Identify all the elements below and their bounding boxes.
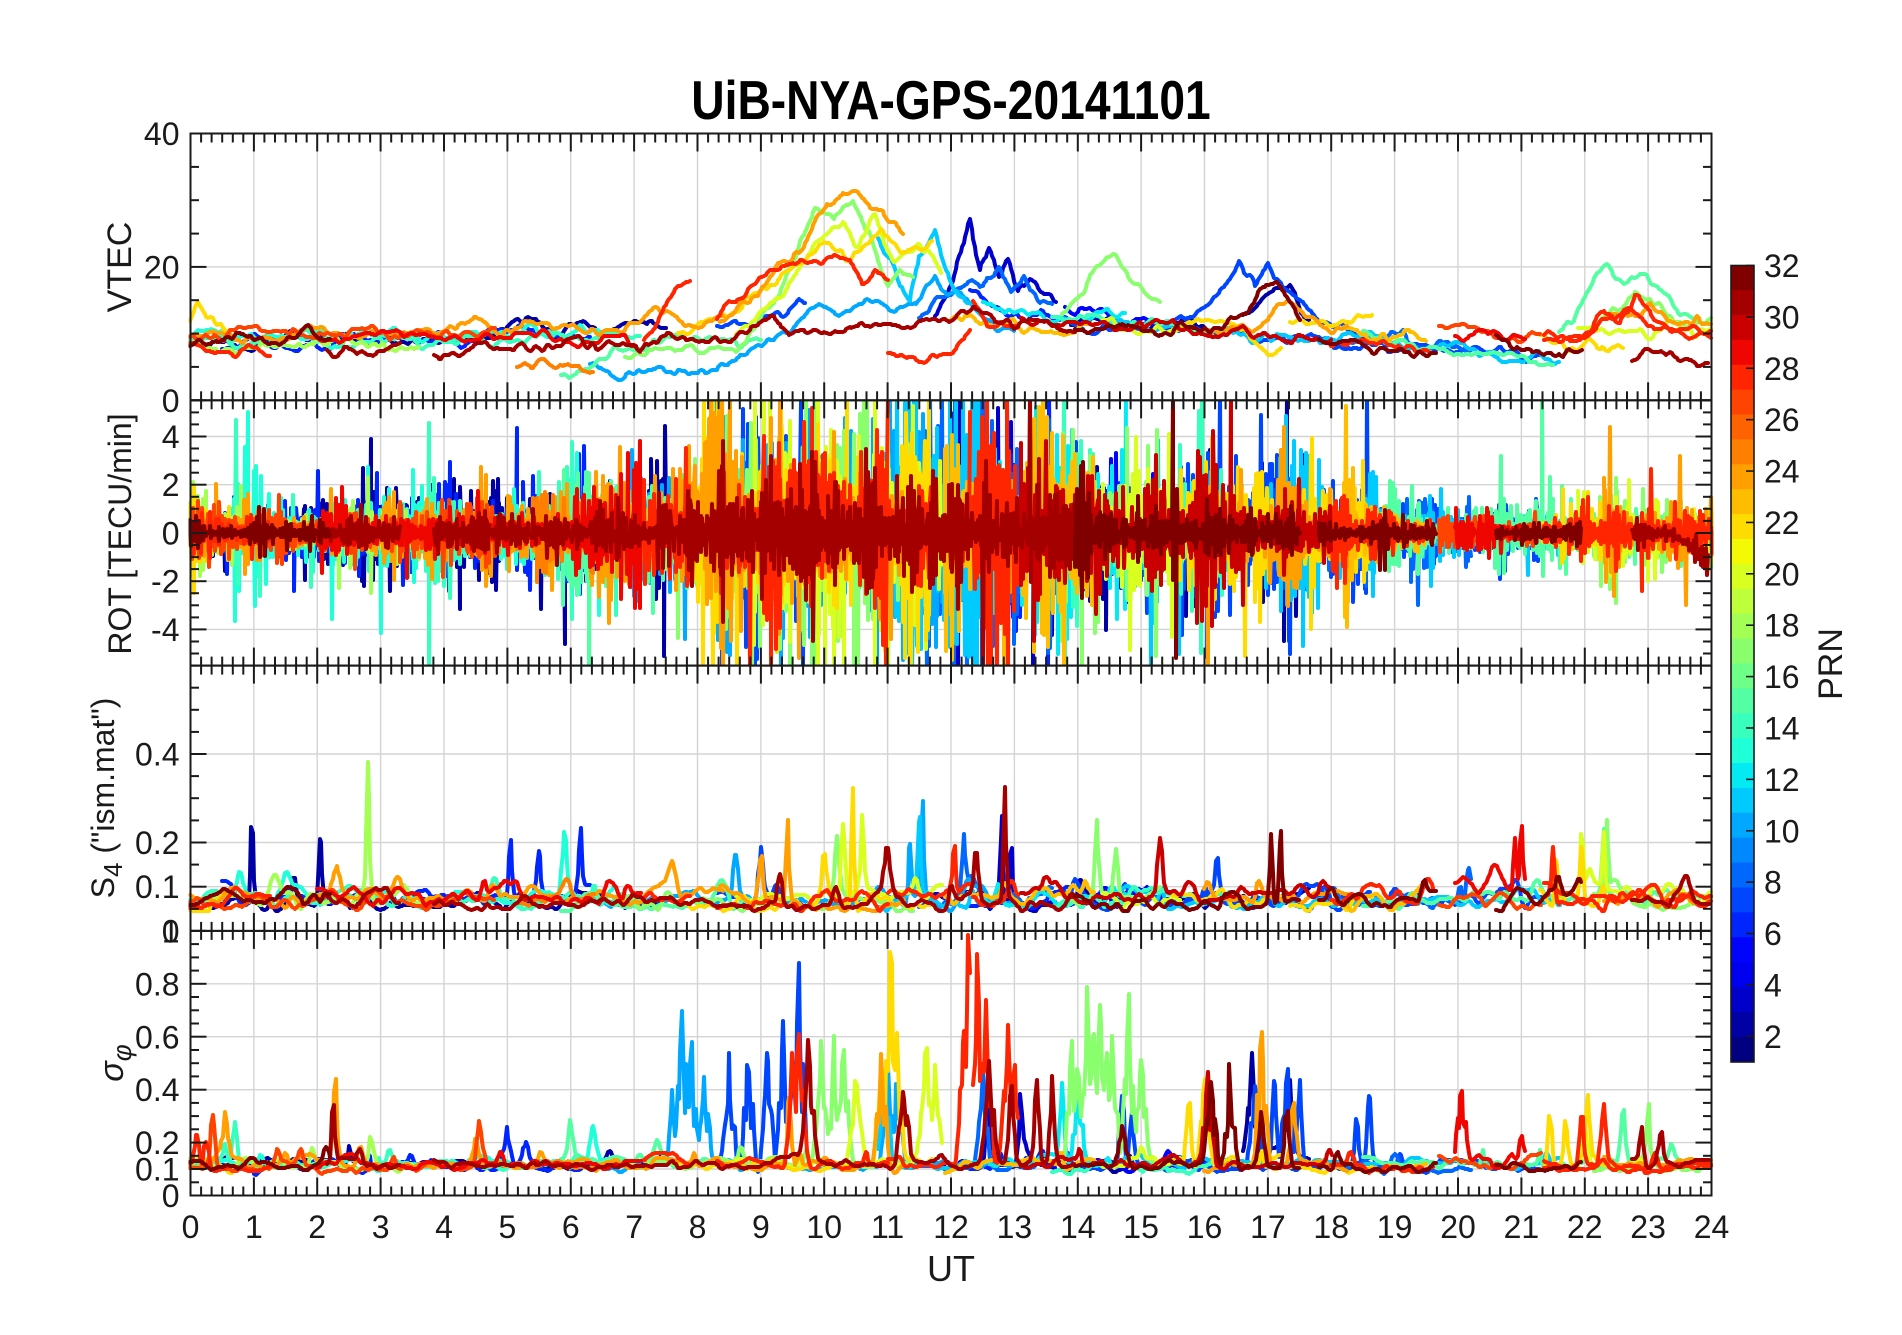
svg-text:0.2: 0.2 <box>135 1125 179 1161</box>
svg-text:16: 16 <box>1187 1209 1223 1245</box>
svg-text:14: 14 <box>1060 1209 1096 1245</box>
svg-text:12: 12 <box>1764 762 1800 798</box>
svg-text:8: 8 <box>1764 865 1782 901</box>
svg-text:9: 9 <box>752 1209 770 1245</box>
svg-text:23: 23 <box>1630 1209 1666 1245</box>
svg-text:20: 20 <box>144 249 180 285</box>
svg-text:0: 0 <box>162 516 180 552</box>
svg-text:0.6: 0.6 <box>135 1019 179 1055</box>
svg-text:10: 10 <box>806 1209 842 1245</box>
svg-text:σφ: σφ <box>93 1044 137 1082</box>
svg-text:3: 3 <box>372 1209 390 1245</box>
svg-text:0.4: 0.4 <box>135 1072 179 1108</box>
svg-text:22: 22 <box>1567 1209 1603 1245</box>
svg-text:2: 2 <box>1764 1019 1782 1055</box>
svg-text:0.1: 0.1 <box>135 1152 179 1188</box>
svg-text:20: 20 <box>1764 556 1800 592</box>
svg-text:13: 13 <box>997 1209 1033 1245</box>
svg-text:1: 1 <box>162 913 180 949</box>
svg-text:PRN: PRN <box>1812 628 1850 700</box>
svg-text:22: 22 <box>1764 505 1800 541</box>
svg-text:15: 15 <box>1123 1209 1159 1245</box>
svg-text:0.2: 0.2 <box>135 825 179 861</box>
svg-text:VTEC: VTEC <box>101 222 139 313</box>
svg-text:10: 10 <box>1764 813 1800 849</box>
svg-text:40: 40 <box>144 116 180 152</box>
svg-text:1: 1 <box>245 1209 263 1245</box>
svg-text:5: 5 <box>499 1209 517 1245</box>
svg-text:UiB-NYA-GPS-20141101: UiB-NYA-GPS-20141101 <box>691 69 1211 131</box>
svg-text:24: 24 <box>1764 454 1800 490</box>
svg-text:-2: -2 <box>151 564 179 600</box>
svg-text:0: 0 <box>162 383 180 419</box>
svg-text:17: 17 <box>1250 1209 1286 1245</box>
svg-text:0.1: 0.1 <box>135 869 179 905</box>
svg-text:28: 28 <box>1764 351 1800 387</box>
svg-text:0: 0 <box>162 1178 180 1214</box>
svg-text:16: 16 <box>1764 659 1800 695</box>
svg-text:19: 19 <box>1377 1209 1413 1245</box>
svg-text:12: 12 <box>933 1209 969 1245</box>
svg-text:6: 6 <box>1764 916 1782 952</box>
svg-text:30: 30 <box>1764 299 1800 335</box>
svg-text:ROT [TECU/min]: ROT [TECU/min] <box>102 413 138 654</box>
svg-text:8: 8 <box>689 1209 707 1245</box>
svg-text:20: 20 <box>1440 1209 1476 1245</box>
svg-text:24: 24 <box>1694 1209 1730 1245</box>
svg-text:UT: UT <box>927 1248 975 1289</box>
svg-text:-4: -4 <box>151 612 179 648</box>
svg-text:4: 4 <box>435 1209 453 1245</box>
svg-text:2: 2 <box>308 1209 326 1245</box>
svg-text:18: 18 <box>1313 1209 1349 1245</box>
svg-text:11: 11 <box>871 1209 904 1245</box>
svg-text:18: 18 <box>1764 608 1800 644</box>
svg-text:0: 0 <box>162 913 180 949</box>
svg-text:7: 7 <box>625 1209 643 1245</box>
svg-text:2: 2 <box>162 467 180 503</box>
svg-text:4: 4 <box>1764 967 1782 1003</box>
svg-text:0.4: 0.4 <box>135 737 179 773</box>
svg-text:0: 0 <box>182 1209 200 1245</box>
svg-text:32: 32 <box>1764 248 1800 284</box>
svg-text:0.8: 0.8 <box>135 966 179 1002</box>
svg-text:21: 21 <box>1504 1209 1540 1245</box>
svg-text:26: 26 <box>1764 402 1800 438</box>
svg-text:14: 14 <box>1764 710 1800 746</box>
svg-text:6: 6 <box>562 1209 580 1245</box>
svg-text:4: 4 <box>162 419 180 455</box>
